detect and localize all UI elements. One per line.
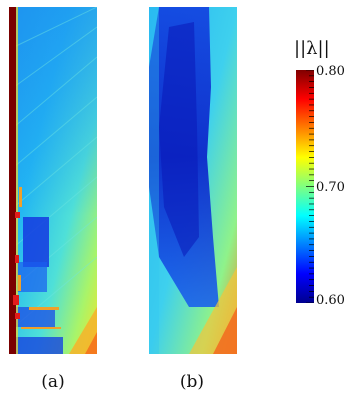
panel-caption-b: (b) xyxy=(179,372,205,392)
colorbar-tick-label: 0.60 xyxy=(316,293,345,308)
colorbar-tick-label: 0.70 xyxy=(316,180,345,195)
heatmap-panel-b xyxy=(149,7,237,354)
colorbar xyxy=(296,70,314,303)
heatmap-panel-a xyxy=(9,7,97,354)
panel-caption-a: (a) xyxy=(41,372,65,392)
colorbar-tick-label: 0.80 xyxy=(316,64,345,79)
colorbar-title: ||λ|| xyxy=(294,38,330,59)
